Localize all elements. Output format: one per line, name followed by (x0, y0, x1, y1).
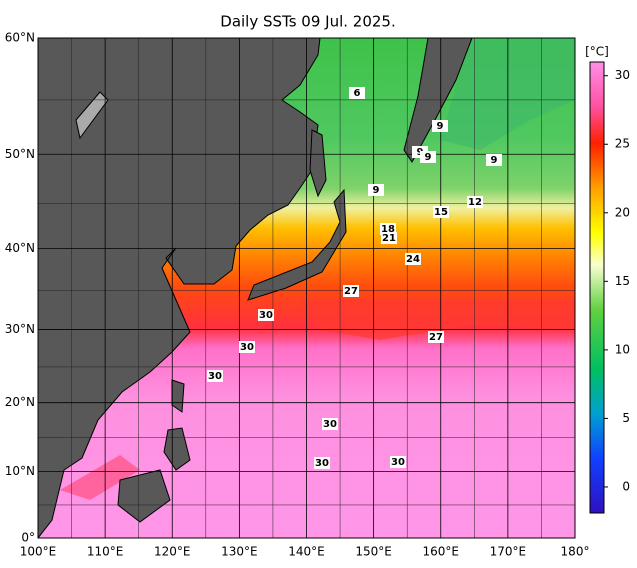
contour-label-box (405, 253, 421, 265)
lon-label: 120°E (154, 545, 191, 559)
contour-label: 27 (344, 286, 358, 297)
contour-label-box (381, 232, 397, 244)
colorbar-tick-label: 30 (615, 68, 630, 82)
lon-label: 140°E (288, 545, 325, 559)
map-frame (37, 37, 576, 539)
contour-label-box (432, 120, 448, 132)
contour-label: 30 (315, 458, 329, 469)
contour-label-box (390, 456, 406, 468)
lon-label: 110°E (87, 545, 124, 559)
contour-label: 9 (373, 185, 380, 196)
lat-label: 20°N (5, 395, 35, 409)
lat-label: 60°N (5, 31, 35, 45)
contour-label: 30 (208, 371, 222, 382)
contour-label-box (314, 457, 330, 469)
lon-label: 100°E (20, 545, 57, 559)
colorbar-tick-label: 15 (615, 274, 630, 288)
contour-label: 18 (381, 224, 395, 235)
contour-label-box (368, 184, 384, 196)
lat-label: 30°N (5, 322, 35, 336)
contour-label: 9 (437, 121, 444, 132)
contour-label-box (420, 151, 436, 163)
contour-label: 27 (429, 332, 443, 343)
colorbar-tick-label: 20 (615, 205, 630, 219)
contour-label-box (428, 331, 444, 343)
axes: 0° 10°N 20°N 30°N 40°N 50°N 60°N 100°E 110°E 120°… (5, 31, 630, 559)
sea-patch (300, 300, 575, 340)
contour-label-box (343, 285, 359, 297)
colorbar-tick-label: 25 (615, 137, 630, 151)
contour-label: 30 (240, 342, 254, 353)
contour-label: 30 (391, 457, 405, 468)
sea-patch (60, 455, 140, 500)
lat-label: 40°N (5, 241, 35, 255)
contour-label: 30 (323, 419, 337, 430)
contour-label: 9 (425, 152, 432, 163)
contour-label-box (322, 418, 338, 430)
contour-label-box (239, 341, 255, 353)
contour-label: 21 (382, 233, 396, 244)
contour-label-box (433, 206, 449, 218)
contour-label-box (467, 196, 483, 208)
contour-label-box (207, 370, 223, 382)
lat-label: 50°N (5, 147, 35, 161)
contour-label: 15 (434, 207, 448, 218)
map-area: 69999912151821242727303030303030 (38, 38, 575, 538)
lat-label: 10°N (5, 464, 35, 478)
contour-label-box (486, 154, 502, 166)
lon-label: 130°E (221, 545, 258, 559)
contour-label: 12 (468, 197, 482, 208)
lon-label: 160°E (423, 545, 460, 559)
colorbar-tick-label: 5 (622, 411, 630, 425)
contour-label: 24 (406, 254, 420, 265)
contour-label: 6 (354, 88, 361, 99)
contour-label: 9 (491, 155, 498, 166)
title: Daily SSTs 09 Jul. 2025. (220, 13, 395, 31)
lon-label: 150°E (355, 545, 392, 559)
grid (38, 38, 575, 538)
colorbar-unit: [°C] (585, 45, 609, 59)
contour-label-box (349, 87, 365, 99)
lon-label: 170°E (490, 545, 527, 559)
lon-label: 180° (561, 545, 590, 559)
colorbar (589, 61, 605, 514)
lat-label: 0° (21, 531, 35, 545)
contour-label: 30 (259, 310, 273, 321)
colorbar-tick-label: 10 (615, 342, 630, 356)
contour-labels: 69999912151821242727303030303030 (207, 87, 502, 469)
contour-label-box (258, 309, 274, 321)
colorbar-tick-label: 0 (622, 479, 630, 493)
